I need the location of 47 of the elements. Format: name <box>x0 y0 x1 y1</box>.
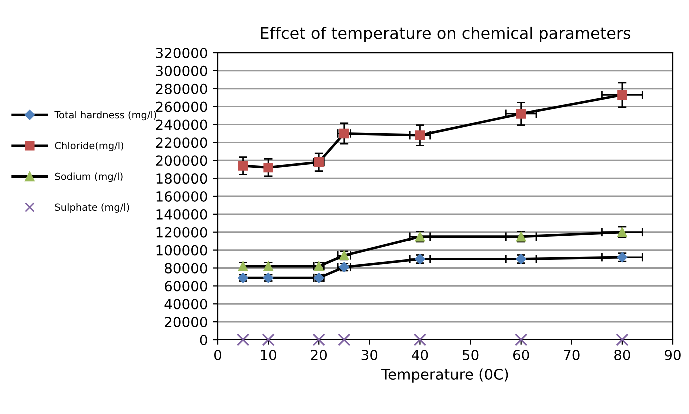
x-tick-label: 30 <box>362 350 378 360</box>
y-tick-label: 100000 <box>156 245 208 256</box>
point <box>618 90 628 100</box>
point <box>338 334 351 346</box>
legend-label: Sulphate (mg/l) <box>55 204 130 213</box>
y-tick-label: 220000 <box>156 138 208 148</box>
y-tick-label: 200000 <box>156 156 208 166</box>
y-tick-label: 260000 <box>156 102 208 112</box>
point <box>312 334 326 346</box>
x-tick-label: 20 <box>311 350 328 360</box>
y-tick-label: 240000 <box>156 120 208 130</box>
y-tick-label: 180000 <box>156 174 208 184</box>
y-tick-label: 40000 <box>164 299 208 310</box>
x-tick-label: 10 <box>261 350 276 360</box>
y-tick-label: 320000 <box>156 48 208 58</box>
y-tick-label: 300000 <box>156 66 208 76</box>
y-tick-label: 120000 <box>156 227 208 238</box>
point <box>238 161 248 171</box>
legend-label: Total hardness (mg/l) <box>54 111 156 121</box>
y-tick-label: 0 <box>200 334 208 346</box>
x-tick-label: 60 <box>513 350 530 360</box>
point <box>514 334 528 346</box>
y-tick-label: 140000 <box>156 209 208 220</box>
x-tick-label: 80 <box>614 350 630 360</box>
x-tick-label: 90 <box>665 350 681 360</box>
y-tick-label: 60000 <box>165 281 208 292</box>
x-tick-label: 70 <box>564 350 580 360</box>
point <box>264 162 274 173</box>
legend-label: Sodium (mg/l) <box>55 172 123 182</box>
point <box>414 334 427 346</box>
point <box>236 334 250 346</box>
x-tick-label: 50 <box>463 350 479 360</box>
x-tick-label: 0 <box>214 350 222 360</box>
point <box>238 262 248 272</box>
y-tick-label: 280000 <box>156 84 208 94</box>
point <box>516 109 526 119</box>
point <box>340 128 350 139</box>
x-tick-label: 40 <box>412 350 428 360</box>
x-axis-title: Temperature (0C) <box>382 368 508 383</box>
point <box>616 334 629 346</box>
y-tick-label: 80000 <box>165 263 208 274</box>
y-tick-label: 160000 <box>156 191 208 202</box>
legend-label: Chloride(mg/l) <box>55 142 124 152</box>
point <box>415 130 426 140</box>
chart-title: Effcet of temperature on chemical parameters <box>261 26 631 42</box>
point <box>262 334 275 346</box>
y-tick-label: 20000 <box>165 317 208 328</box>
